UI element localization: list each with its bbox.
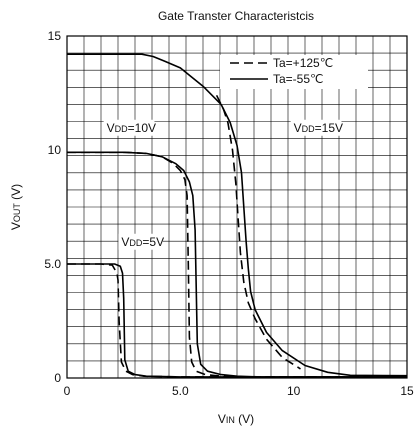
plot-frame — [66, 35, 408, 379]
y-tick-label: 0 — [54, 371, 61, 385]
x-axis-label: VIN (V) — [218, 412, 254, 426]
vdd-annotation: VDD=10V — [107, 121, 156, 135]
legend-box — [220, 55, 368, 89]
series-line-2-dashed — [67, 263, 407, 378]
y-tick-label: 15 — [48, 29, 62, 43]
legend-label-dashed: Ta=+125℃ — [273, 56, 333, 70]
vdd-annotation: VDD=5V — [121, 235, 164, 249]
annotation-bg — [118, 233, 163, 250]
series-line-6-dashed — [215, 94, 301, 370]
annotation-bg — [103, 119, 155, 136]
legend: Ta=+125℃ Ta=-55℃ — [220, 55, 368, 89]
annotation-bg — [290, 119, 342, 136]
y-axis-label: VOUT (V) — [9, 184, 23, 230]
series-line-1-solid — [67, 263, 407, 378]
x-tick-label: 15 — [400, 384, 414, 398]
annotations: VDD=10V VDD=15V VDD=5V — [103, 119, 343, 250]
series-group — [67, 53, 408, 378]
x-tick-label: 5.0 — [172, 384, 189, 398]
y-tick-label: 10 — [48, 143, 62, 157]
series-line-5-solid — [67, 53, 408, 377]
y-tick-label: 5.0 — [44, 257, 61, 271]
x-tick-label: 10 — [287, 384, 301, 398]
tick-labels: 0 5.0 10 15 0 5.0 10 15 — [44, 29, 414, 398]
chart-title: Gate Transter Characteristcis — [158, 9, 314, 23]
series-line-4-dashed — [67, 151, 407, 378]
vdd-annotation: VDD=15V — [294, 121, 343, 135]
legend-label-solid: Ta=-55℃ — [273, 72, 324, 86]
x-tick-label: 0 — [64, 384, 71, 398]
